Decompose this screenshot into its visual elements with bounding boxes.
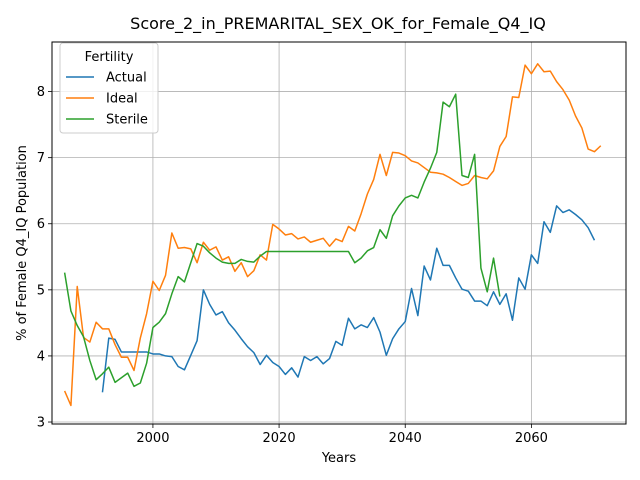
series-line-sterile bbox=[63, 93, 501, 388]
grid-lines bbox=[52, 42, 626, 424]
x-axis-title: Years bbox=[321, 451, 357, 466]
y-tick-label: 7 bbox=[37, 151, 45, 166]
x-tick-label: 2020 bbox=[263, 431, 296, 446]
x-tick-label: 2060 bbox=[515, 431, 548, 446]
y-axis-title: % of Female Q4_IQ Population bbox=[15, 145, 30, 341]
y-tick-label: 5 bbox=[37, 283, 45, 298]
y-tick-label: 8 bbox=[37, 85, 45, 100]
series-line-actual bbox=[101, 205, 596, 393]
legend: Fertility Actual Ideal Sterile bbox=[59, 42, 159, 134]
axis-ticks: 2000 2020 2040 2060 3 4 5 6 7 8 bbox=[37, 85, 548, 446]
legend-items: Actual Ideal Sterile bbox=[66, 71, 148, 128]
x-tick-label: 2040 bbox=[389, 431, 422, 446]
chart-title: Score_2_in_PREMARITAL_SEX_OK_for_Female_… bbox=[130, 14, 546, 34]
x-tick-label: 2000 bbox=[136, 431, 169, 446]
plot-frame bbox=[51, 41, 627, 425]
legend-label-sterile: Sterile bbox=[106, 113, 148, 128]
y-tick-label: 6 bbox=[37, 217, 45, 232]
legend-label-ideal: Ideal bbox=[106, 92, 138, 107]
series-line-ideal bbox=[63, 63, 602, 407]
y-tick-label: 4 bbox=[37, 349, 45, 364]
plot-series bbox=[63, 63, 602, 407]
y-tick-label: 3 bbox=[37, 416, 45, 431]
legend-label-actual: Actual bbox=[106, 71, 147, 86]
legend-title: Fertility bbox=[85, 50, 134, 65]
legend-box bbox=[59, 42, 159, 134]
